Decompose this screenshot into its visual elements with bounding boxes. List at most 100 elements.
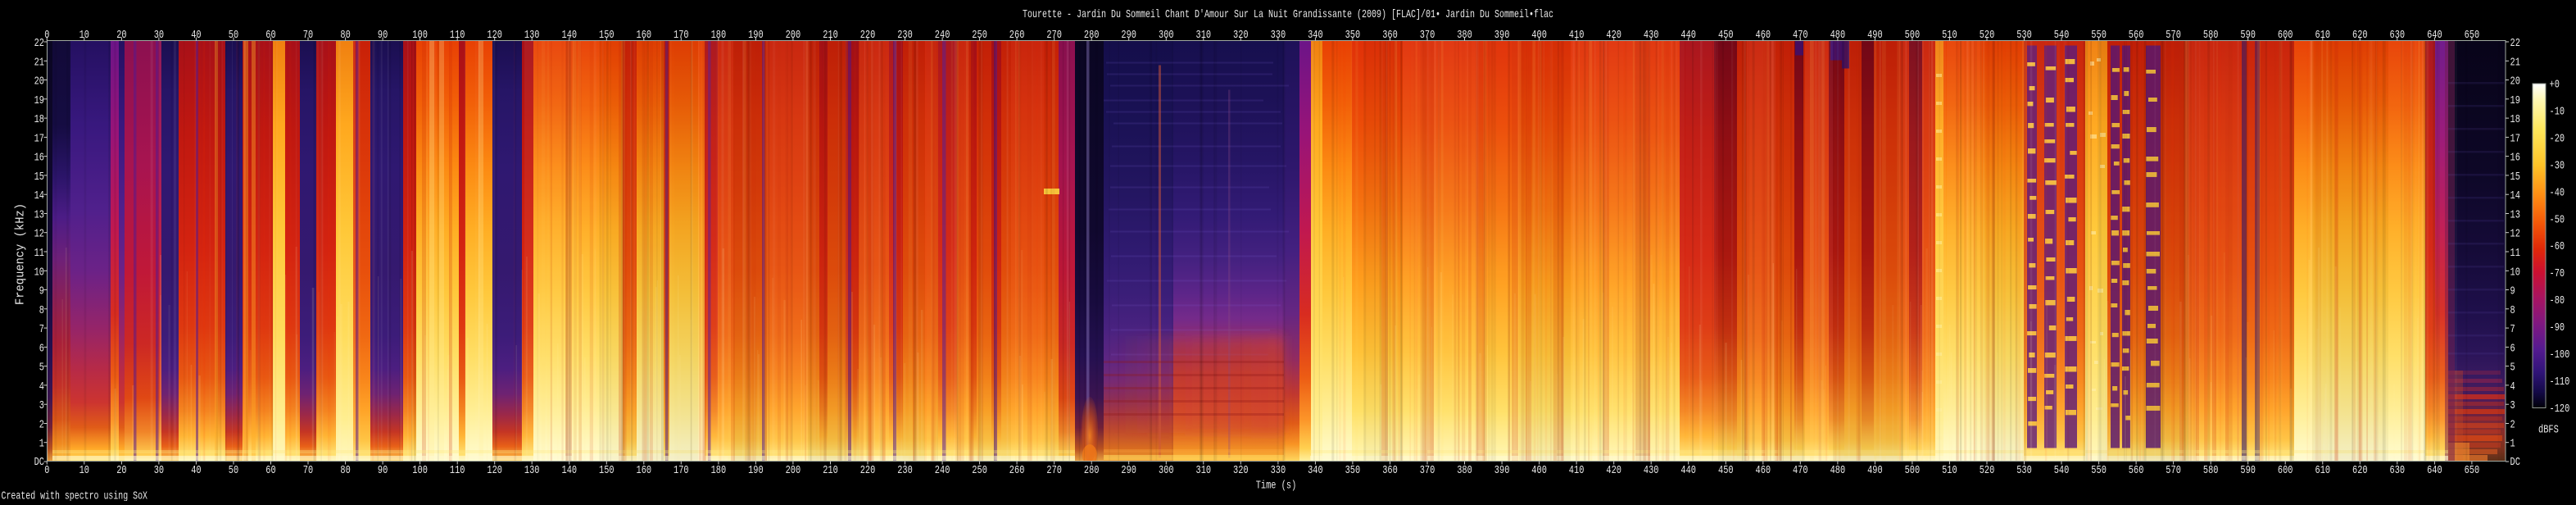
svg-text:-100: -100	[2550, 348, 2570, 362]
svg-text:300: 300	[1159, 29, 1174, 42]
svg-text:0: 0	[44, 464, 49, 477]
svg-text:180: 180	[711, 464, 727, 477]
svg-text:630: 630	[2390, 464, 2406, 477]
svg-text:4: 4	[39, 380, 44, 394]
svg-text:20: 20	[116, 29, 126, 42]
svg-text:12: 12	[34, 228, 44, 241]
svg-text:5: 5	[39, 362, 44, 375]
svg-text:50: 50	[229, 464, 238, 477]
svg-text:250: 250	[972, 464, 987, 477]
svg-text:520: 520	[1980, 464, 1995, 477]
svg-text:600: 600	[2278, 464, 2293, 477]
svg-text:150: 150	[599, 29, 615, 42]
svg-text:20: 20	[34, 75, 44, 89]
svg-text:500: 500	[1905, 29, 1921, 42]
svg-text:180: 180	[711, 29, 727, 42]
svg-text:150: 150	[599, 464, 615, 477]
svg-text:260: 260	[1009, 29, 1025, 42]
svg-text:490: 490	[1867, 464, 1883, 477]
svg-text:10: 10	[34, 266, 44, 279]
svg-text:120: 120	[487, 464, 502, 477]
svg-text:190: 190	[748, 29, 764, 42]
svg-text:600: 600	[2278, 29, 2293, 42]
svg-text:13: 13	[34, 209, 44, 222]
svg-text:12: 12	[2510, 228, 2520, 241]
svg-text:320: 320	[1233, 29, 1249, 42]
svg-text:170: 170	[673, 29, 689, 42]
svg-text:380: 380	[1457, 29, 1472, 42]
svg-text:21: 21	[2510, 56, 2520, 69]
svg-text:17: 17	[34, 132, 44, 145]
svg-text:10: 10	[79, 464, 89, 477]
svg-text:30: 30	[154, 464, 164, 477]
svg-text:40: 40	[191, 29, 201, 42]
svg-text:190: 190	[748, 464, 764, 477]
svg-text:550: 550	[2091, 464, 2107, 477]
svg-text:4: 4	[2510, 380, 2515, 394]
svg-text:480: 480	[1830, 29, 1846, 42]
svg-text:500: 500	[1905, 464, 1921, 477]
svg-text:130: 130	[524, 29, 540, 42]
svg-text:50: 50	[229, 29, 238, 42]
svg-text:230: 230	[897, 29, 913, 42]
svg-text:Frequency (kHz): Frequency (kHz)	[14, 203, 28, 305]
svg-text:470: 470	[1793, 29, 1808, 42]
svg-text:590: 590	[2240, 464, 2256, 477]
svg-text:290: 290	[1121, 464, 1136, 477]
svg-text:0: 0	[44, 29, 49, 42]
svg-text:1: 1	[39, 438, 44, 451]
svg-text:210: 210	[823, 464, 838, 477]
svg-text:370: 370	[1420, 29, 1435, 42]
svg-text:430: 430	[1644, 464, 1659, 477]
svg-text:dBFS: dBFS	[2538, 424, 2559, 437]
svg-text:520: 520	[1980, 29, 1995, 42]
svg-text:-90: -90	[2550, 321, 2565, 334]
svg-text:10: 10	[79, 29, 89, 42]
svg-text:-50: -50	[2550, 213, 2565, 226]
svg-text:350: 350	[1345, 29, 1361, 42]
svg-text:Time (s): Time (s)	[1256, 480, 1297, 493]
svg-text:560: 560	[2129, 29, 2144, 42]
svg-text:3: 3	[39, 399, 44, 412]
svg-text:130: 130	[524, 464, 540, 477]
svg-text:280: 280	[1084, 464, 1100, 477]
svg-text:610: 610	[2315, 464, 2331, 477]
svg-text:40: 40	[191, 464, 201, 477]
svg-text:18: 18	[34, 113, 44, 126]
svg-text:-30: -30	[2550, 159, 2565, 172]
svg-text:400: 400	[1531, 464, 1547, 477]
svg-text:420: 420	[1606, 464, 1621, 477]
svg-text:530: 530	[2016, 29, 2032, 42]
svg-text:170: 170	[673, 464, 689, 477]
svg-text:70: 70	[303, 464, 313, 477]
svg-text:DC: DC	[2510, 456, 2520, 469]
svg-text:-10: -10	[2550, 106, 2565, 119]
svg-text:30: 30	[154, 29, 164, 42]
svg-text:21: 21	[34, 56, 44, 69]
svg-text:-70: -70	[2550, 267, 2565, 280]
svg-text:110: 110	[450, 29, 465, 42]
svg-text:-120: -120	[2550, 403, 2570, 416]
svg-text:15: 15	[2510, 171, 2520, 184]
svg-text:16: 16	[34, 152, 44, 165]
svg-text:450: 450	[1718, 29, 1734, 42]
svg-text:370: 370	[1420, 464, 1435, 477]
svg-text:620: 620	[2352, 29, 2368, 42]
svg-text:Tourette - Jardin Du Sommeil C: Tourette - Jardin Du Sommeil Chant D'Amo…	[1023, 8, 1553, 21]
svg-text:360: 360	[1382, 29, 1398, 42]
svg-text:1: 1	[2510, 438, 2515, 451]
svg-text:Created with spectro using SoX: Created with spectro using SoX	[2, 490, 148, 502]
svg-text:590: 590	[2240, 29, 2256, 42]
svg-text:22: 22	[34, 37, 44, 50]
svg-text:DC: DC	[34, 456, 44, 469]
svg-text:610: 610	[2315, 29, 2331, 42]
svg-text:400: 400	[1531, 29, 1547, 42]
svg-text:210: 210	[823, 29, 838, 42]
svg-text:570: 570	[2166, 29, 2181, 42]
svg-text:300: 300	[1159, 464, 1174, 477]
svg-text:530: 530	[2016, 464, 2032, 477]
svg-text:470: 470	[1793, 464, 1808, 477]
svg-text:8: 8	[2510, 304, 2515, 317]
svg-text:-20: -20	[2550, 132, 2565, 145]
svg-text:440: 440	[1680, 464, 1696, 477]
